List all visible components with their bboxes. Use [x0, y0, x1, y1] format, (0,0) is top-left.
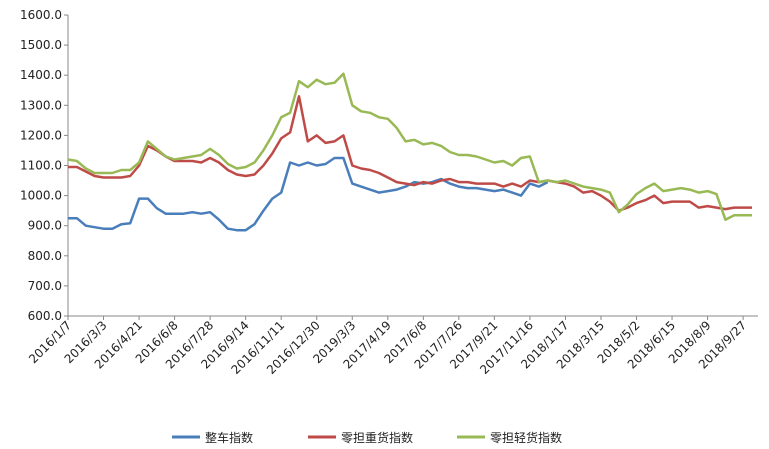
y-tick-label: 700.0	[28, 279, 62, 293]
y-tick-label: 1400.0	[20, 68, 62, 82]
legend-label: 零担轻货指数	[490, 430, 562, 445]
legend-label: 零担重货指数	[341, 430, 413, 445]
y-tick-label: 600.0	[28, 309, 62, 323]
y-tick-label: 1600.0	[20, 8, 62, 22]
legend-label: 整车指数	[205, 430, 253, 445]
y-tick-label: 1200.0	[20, 128, 62, 142]
series-line	[68, 156, 549, 232]
series-line	[68, 95, 752, 212]
y-tick-label: 1300.0	[20, 98, 62, 112]
y-tick-label: 900.0	[28, 219, 62, 233]
y-tick-label: 1100.0	[20, 159, 62, 173]
y-tick-label: 1500.0	[20, 38, 62, 52]
y-tick-label: 1000.0	[20, 189, 62, 203]
y-tick-label: 800.0	[28, 249, 62, 263]
series-line	[67, 72, 752, 221]
